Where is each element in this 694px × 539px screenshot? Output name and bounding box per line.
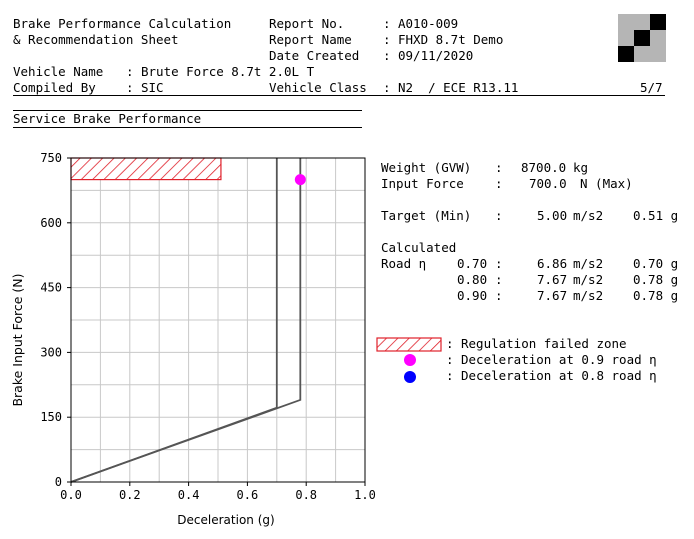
- calc-row-1-decel: 6.86: [537, 256, 568, 271]
- date-created-sep: :: [383, 48, 391, 63]
- tick-layer: 0.0 0.2 0.4 0.6 0.8 1.0 0 150 300 450 600 750: [40, 151, 376, 502]
- vehicle-class-value: N2 / ECE R13.11: [398, 80, 519, 95]
- company-logo: [618, 14, 666, 62]
- input-force-unit: N (Max): [580, 176, 633, 191]
- report-title-line2: & Recommendation Sheet: [13, 32, 179, 47]
- legend-blue-dot: [404, 371, 416, 383]
- legend-failed-zone: Regulation failed zone: [461, 336, 627, 351]
- weight-unit: kg: [573, 160, 589, 175]
- calc-row-1-unit: m/s2: [573, 256, 604, 271]
- legend-magenta-dot: [404, 354, 416, 366]
- input-force-sep: :: [495, 176, 503, 191]
- weight-sep: :: [495, 160, 503, 175]
- calc-row-1-eta: 0.70: [457, 256, 488, 271]
- section-top-line: [13, 110, 362, 111]
- legend-sep-1: :: [446, 336, 454, 351]
- input-force-label: Input Force: [381, 176, 464, 191]
- calc-row-2-decel: 7.67: [537, 272, 568, 287]
- calc-row-3-g: 0.78 g: [633, 288, 679, 303]
- target-label: Target (Min): [381, 208, 472, 223]
- report-no-sep: :: [383, 16, 391, 31]
- x-tick-label: 1.0: [354, 488, 376, 502]
- y-axis-title: Brake Input Force (N): [10, 273, 25, 406]
- report-no-label: Report No.: [269, 16, 345, 31]
- calc-row-1-g: 0.70 g: [633, 256, 679, 271]
- y-tick-label: 750: [40, 151, 62, 165]
- y-tick-label: 300: [40, 345, 62, 359]
- plot-frame: [70, 157, 366, 483]
- legend-sep-3: :: [446, 368, 454, 383]
- x-tick-label: 0.8: [295, 488, 317, 502]
- x-tick-label: 0.0: [60, 488, 82, 502]
- calc-row-3-sep: :: [495, 288, 503, 303]
- legend-hatch-swatch: [376, 337, 442, 352]
- calc-row-2-unit: m/s2: [573, 272, 604, 287]
- series-line-2: [70, 158, 302, 483]
- grid-lines: [71, 158, 365, 482]
- y-tick-label: 150: [40, 410, 62, 424]
- calculated-label: Calculated: [381, 240, 457, 255]
- road-eta-label: Road η: [381, 256, 427, 271]
- vehicle-name-label: Vehicle Name: [13, 64, 104, 79]
- failed-zone: [70, 157, 222, 181]
- target-g: 0.51 g: [633, 208, 679, 223]
- vehicle-name-value: Brute Force 8.7t 2.0L T: [141, 64, 315, 79]
- calc-row-2-sep: :: [495, 272, 503, 287]
- legend-decel-09: Deceleration at 0.9 road η: [461, 352, 657, 367]
- compiled-by-sep: :: [126, 80, 134, 95]
- header-divider: [13, 95, 665, 96]
- target-sep: :: [495, 208, 503, 223]
- legend-decel-08: Deceleration at 0.8 road η: [461, 368, 657, 383]
- date-created-label: Date Created: [269, 48, 360, 63]
- calc-row-1-sep: :: [495, 256, 503, 271]
- target-value: 5.00: [537, 208, 568, 223]
- report-no-value: A010-009: [398, 16, 459, 31]
- compiled-by-value: SIC: [141, 80, 164, 95]
- calc-row-2-eta: 0.80: [457, 272, 488, 287]
- x-tick-label: 0.6: [237, 488, 259, 502]
- x-axis-title: Deceleration (g): [177, 513, 274, 527]
- calc-row-3-decel: 7.67: [537, 288, 568, 303]
- data-point-1: [294, 174, 306, 186]
- page-number: 5/7: [640, 80, 663, 95]
- input-force-value: 700.0: [529, 176, 567, 191]
- weight-value: 8700.0: [521, 160, 567, 175]
- vehicle-class-label: Vehicle Class: [269, 80, 367, 95]
- report-title-line1: Brake Performance Calculation: [13, 16, 232, 31]
- x-tick-label: 0.4: [178, 488, 200, 502]
- section-bottom-line: [13, 127, 362, 128]
- target-unit: m/s2: [573, 208, 604, 223]
- section-title: Service Brake Performance: [13, 111, 202, 126]
- calc-row-3-unit: m/s2: [573, 288, 604, 303]
- legend-sep-2: :: [446, 352, 454, 367]
- vehicle-class-sep: :: [383, 80, 391, 95]
- y-tick-label: 450: [40, 281, 62, 295]
- calc-row-3-eta: 0.90: [457, 288, 488, 303]
- x-tick-label: 0.2: [119, 488, 141, 502]
- vehicle-name-sep: :: [126, 64, 134, 79]
- y-tick-label: 600: [40, 216, 62, 230]
- report-name-value: FHXD 8.7t Demo: [398, 32, 504, 47]
- weight-label: Weight (GVW): [381, 160, 472, 175]
- compiled-by-label: Compiled By: [13, 80, 96, 95]
- report-name-sep: :: [383, 32, 391, 47]
- report-name-label: Report Name: [269, 32, 352, 47]
- date-created-value: 09/11/2020: [398, 48, 474, 63]
- calc-row-2-g: 0.78 g: [633, 272, 679, 287]
- series-layer: [70, 158, 306, 483]
- y-tick-label: 0: [55, 475, 62, 489]
